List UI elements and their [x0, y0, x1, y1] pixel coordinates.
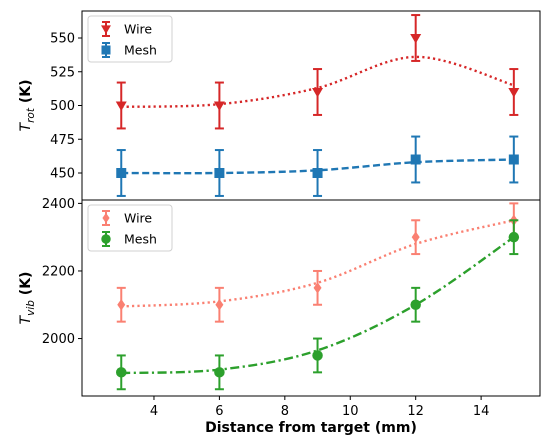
data-point [117, 299, 126, 311]
x-tick-label: 12 [407, 404, 424, 419]
data-point [410, 154, 421, 165]
panel-1 [115, 14, 520, 197]
fit-line-mesh [121, 236, 515, 375]
fit-line-mesh [121, 158, 514, 175]
legend-marker [101, 45, 111, 55]
x-axis-label: Distance from target (mm) [205, 420, 417, 436]
data-point [312, 88, 324, 98]
data-point [214, 367, 225, 378]
data-point [116, 168, 127, 178]
series-mesh-panel-2 [116, 219, 520, 391]
data-point [312, 168, 323, 178]
data-point [116, 367, 127, 378]
data-point [410, 299, 421, 311]
series-mesh-panel-1 [116, 135, 519, 197]
panel-2-ylabel: Tvib (K) [18, 272, 37, 325]
y-tick-label: 525 [50, 65, 75, 80]
data-point [215, 299, 224, 311]
panel-1-ylabel: Trot (K) [18, 80, 37, 132]
x-tick-label: 8 [281, 404, 289, 419]
panel-1-legend: Wire Mesh [87, 15, 173, 63]
series-wire-panel-2 [116, 202, 519, 323]
data-point [312, 350, 323, 361]
data-point [115, 101, 127, 111]
x-tick-label: 6 [215, 404, 223, 419]
data-point [508, 88, 520, 98]
data-point [508, 231, 520, 243]
x-tick-label: 14 [473, 404, 490, 419]
y-tick-label: 2400 [42, 197, 75, 212]
y-tick-label: 2200 [42, 264, 75, 279]
data-point [508, 154, 519, 165]
x-tick-label: 10 [342, 404, 359, 419]
legend-label: Mesh [124, 43, 157, 58]
y-tick-label: 550 [50, 32, 75, 47]
data-point [410, 34, 422, 44]
panel-2-frame [81, 199, 541, 397]
data-point [411, 231, 420, 243]
data-point [214, 168, 225, 178]
legend-label: Wire [124, 211, 152, 226]
fit-line-wire [121, 219, 515, 308]
y-tick-label: 2000 [42, 332, 75, 347]
legend-marker [101, 25, 111, 34]
y-tick-label: 475 [50, 133, 75, 148]
panel-2-legend: Wire Mesh [87, 204, 173, 252]
legend-label: Mesh [124, 232, 157, 247]
legend-marker [101, 234, 111, 244]
legend-marker [102, 212, 110, 224]
y-tick-label: 500 [50, 99, 75, 114]
data-point [213, 101, 225, 111]
panel-2 [116, 202, 520, 391]
y-tick-label: 450 [50, 167, 75, 182]
legend-label: Wire [124, 22, 152, 37]
series-wire-panel-1 [115, 14, 520, 130]
data-point [313, 282, 322, 294]
x-tick-label: 4 [150, 404, 158, 419]
